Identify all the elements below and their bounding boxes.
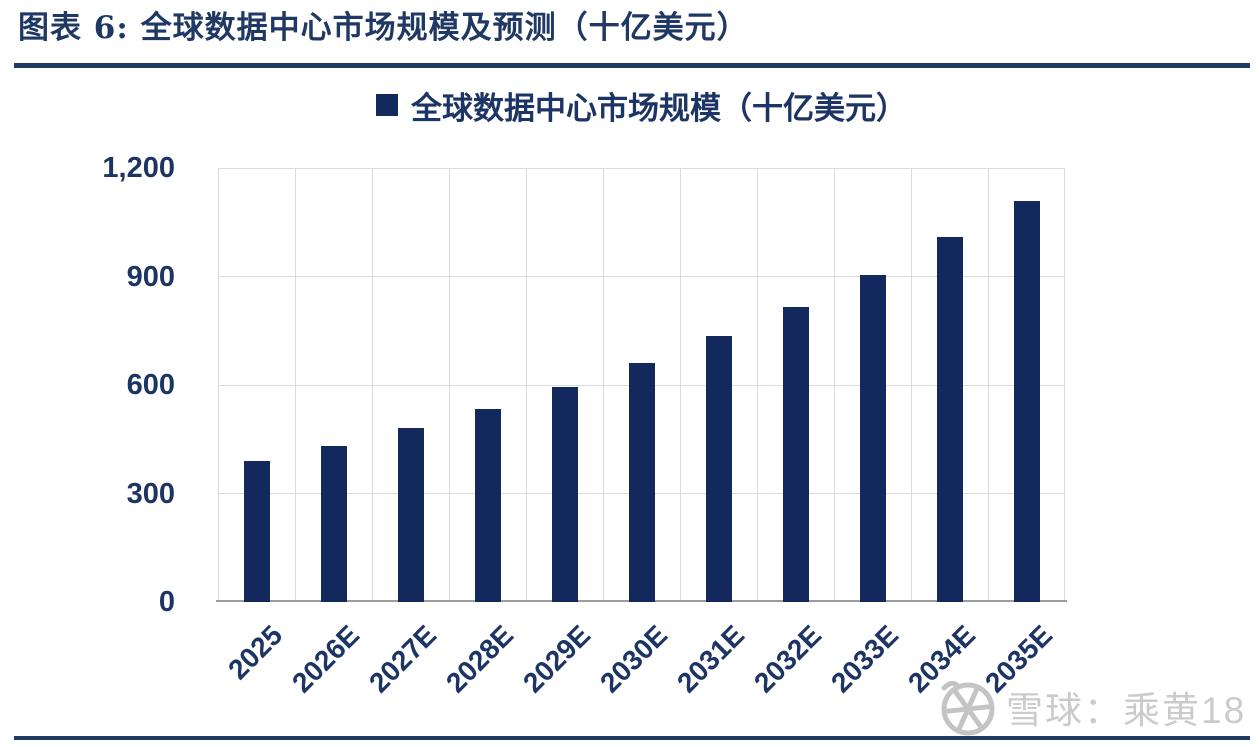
gridline-vertical	[757, 168, 758, 602]
gridline-vertical	[988, 168, 989, 602]
gridline-vertical	[680, 168, 681, 602]
gridline-vertical	[834, 168, 835, 602]
gridline-vertical	[526, 168, 527, 602]
bar-2035E	[1013, 200, 1040, 602]
bar-2025	[243, 460, 270, 602]
bar-2028E	[474, 408, 501, 602]
bar-2026E	[320, 446, 347, 602]
bar-2030E	[628, 363, 655, 602]
gridline-vertical	[218, 168, 219, 602]
bar-2027E	[397, 428, 424, 602]
gridline-vertical	[603, 168, 604, 602]
gridline-vertical	[372, 168, 373, 602]
y-tick-label: 600	[126, 369, 175, 401]
bar-2034E	[936, 236, 963, 602]
figure-title: 图表 6: 全球数据中心市场规模及预测（十亿美元）	[18, 10, 749, 46]
gridline-horizontal	[218, 167, 1065, 169]
xueqiu-logo-icon	[941, 680, 995, 736]
plot-area	[216, 167, 1067, 602]
bar-2033E	[859, 274, 886, 602]
legend-label: 全球数据中心市场规模（十亿美元）	[411, 90, 907, 126]
bar-2031E	[705, 336, 732, 602]
bar-2032E	[782, 307, 809, 602]
bar-2029E	[551, 386, 578, 602]
gridline-vertical	[295, 168, 296, 602]
watermark: 雪球：乘黄18	[936, 676, 1246, 738]
bottom-border-line	[14, 736, 1250, 740]
watermark-text: 雪球：乘黄18	[1006, 690, 1247, 731]
y-tick-label: 300	[126, 477, 175, 510]
chart-legend: 全球数据中心市场规模（十亿美元）	[218, 88, 1065, 126]
legend-swatch-icon	[376, 94, 398, 116]
gridline-vertical	[449, 168, 450, 602]
y-tick-label: 1,200	[102, 152, 175, 184]
y-tick-label: 900	[126, 260, 175, 293]
y-tick-label: 0	[158, 586, 175, 618]
title-divider-line	[14, 63, 1250, 68]
gridline-horizontal	[218, 276, 1065, 277]
gridline-vertical	[911, 168, 912, 602]
gridline-vertical	[1064, 168, 1065, 602]
